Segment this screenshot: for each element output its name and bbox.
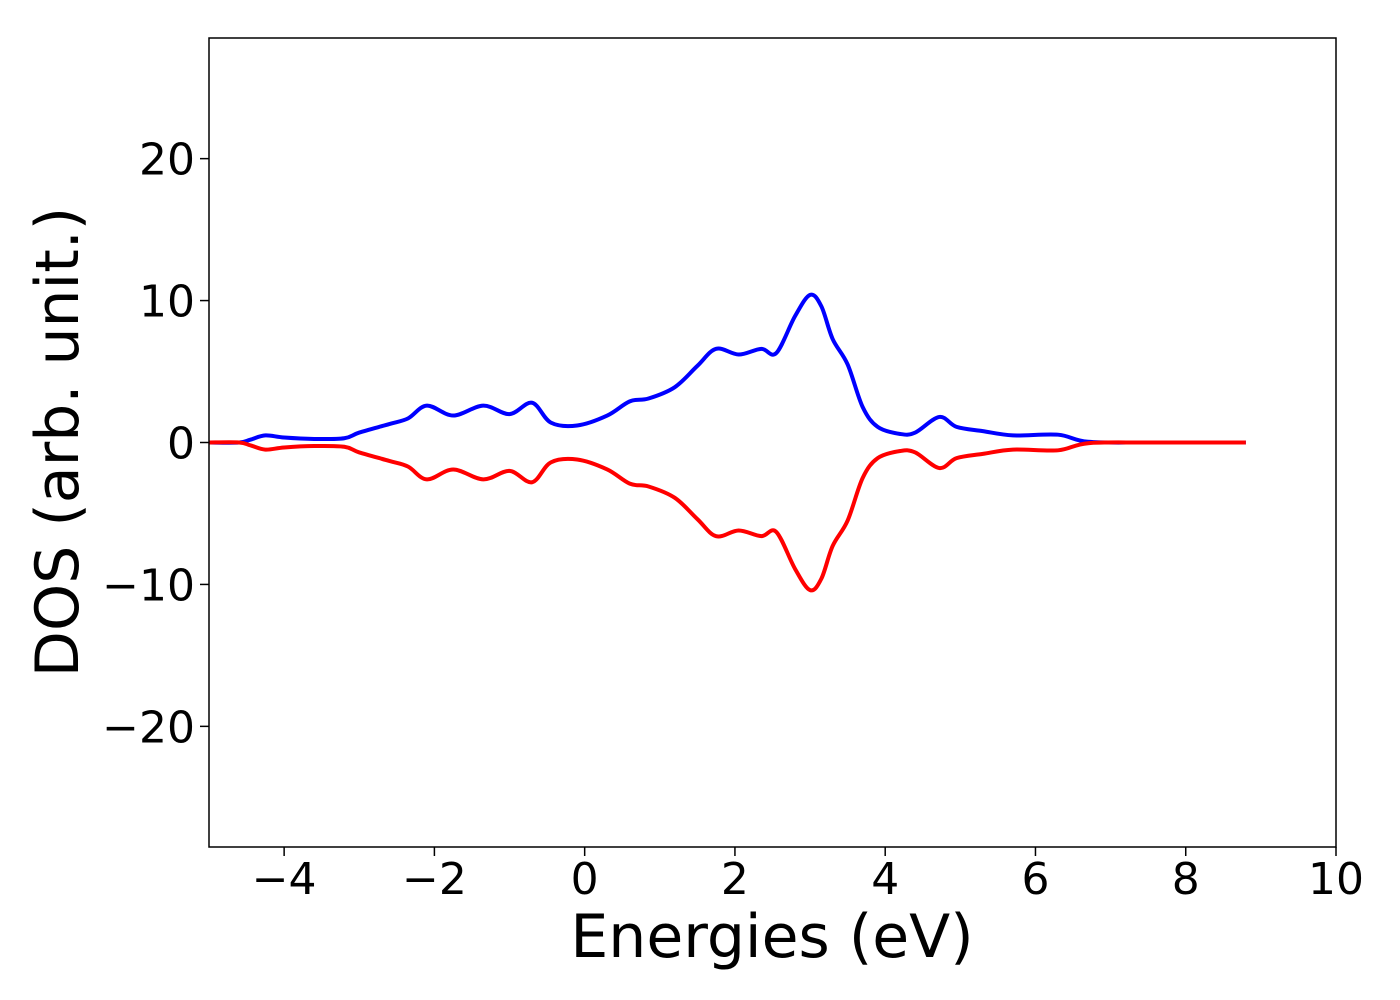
y-tick-label: −10 <box>102 560 195 611</box>
y-tick-label: 20 <box>139 135 195 186</box>
series-line-2 <box>208 440 1246 593</box>
x-axis-title: Energies (eV) <box>570 902 973 972</box>
x-tick-label: 6 <box>1021 854 1049 905</box>
x-tick-label: 8 <box>1172 854 1200 905</box>
y-axis-ticks: −20 −10 0 10 20 <box>102 135 209 753</box>
x-tick-label: 2 <box>721 854 749 905</box>
x-tick-label: −2 <box>402 854 467 905</box>
y-tick-label: 10 <box>139 277 195 328</box>
series-line-1 <box>208 292 1246 445</box>
y-tick-label: −20 <box>102 702 195 753</box>
x-tick-label: 4 <box>871 854 899 905</box>
x-tick-label: 10 <box>1308 854 1364 905</box>
x-axis-ticks: −4 −2 0 2 4 6 8 10 <box>252 847 1364 905</box>
y-axis-title: DOS (arb. unit.) <box>23 207 93 677</box>
series-layer <box>208 292 1246 593</box>
y-tick-label: 0 <box>167 419 195 470</box>
x-tick-label: 0 <box>571 854 599 905</box>
x-tick-label: −4 <box>252 854 317 905</box>
